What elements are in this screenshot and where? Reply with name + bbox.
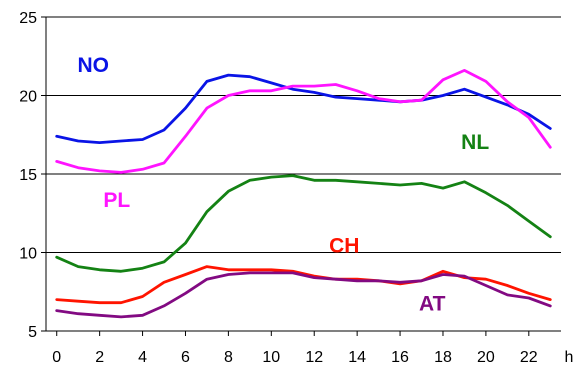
series-line-nl — [55, 174, 552, 273]
series-labels: NO PL NL CH AT — [77, 54, 489, 316]
x-tick-label: 14 — [348, 349, 366, 366]
series-lines — [55, 69, 552, 319]
series-line-at — [55, 271, 552, 319]
x-axis-unit-label: h — [565, 349, 574, 366]
series-label-no: NO — [77, 54, 109, 77]
x-tick-label: 12 — [305, 349, 323, 366]
x-tick-label: 6 — [181, 349, 190, 366]
y-tick-label: 15 — [19, 167, 37, 184]
x-tick-label: 18 — [434, 349, 452, 366]
series-line-ch — [55, 265, 552, 305]
y-tick-label: 20 — [19, 89, 37, 106]
axes: 5 10 15 20 25 0 2 4 6 8 10 12 14 16 18 20 22 h — [19, 10, 573, 366]
x-tick-label: 16 — [391, 349, 409, 366]
series-line-pl — [55, 69, 552, 174]
series-line-no — [55, 73, 552, 145]
grid-lines — [46, 16, 561, 253]
y-tick-label: 25 — [19, 10, 37, 27]
x-tick-label: 22 — [520, 349, 538, 366]
y-tick-label: 5 — [28, 324, 37, 341]
series-label-pl: PL — [103, 189, 130, 212]
series-label-ch: CH — [329, 235, 359, 258]
x-tick-label: 10 — [262, 349, 280, 366]
series-label-nl: NL — [461, 131, 489, 154]
x-tick-label: 4 — [138, 349, 147, 366]
series-label-at: AT — [419, 293, 446, 316]
x-tick-label: 2 — [95, 349, 104, 366]
y-tick-label: 10 — [19, 246, 37, 263]
x-tick-label: 8 — [224, 349, 233, 366]
x-tick-label: 20 — [477, 349, 495, 366]
x-tick-label: 0 — [52, 349, 61, 366]
